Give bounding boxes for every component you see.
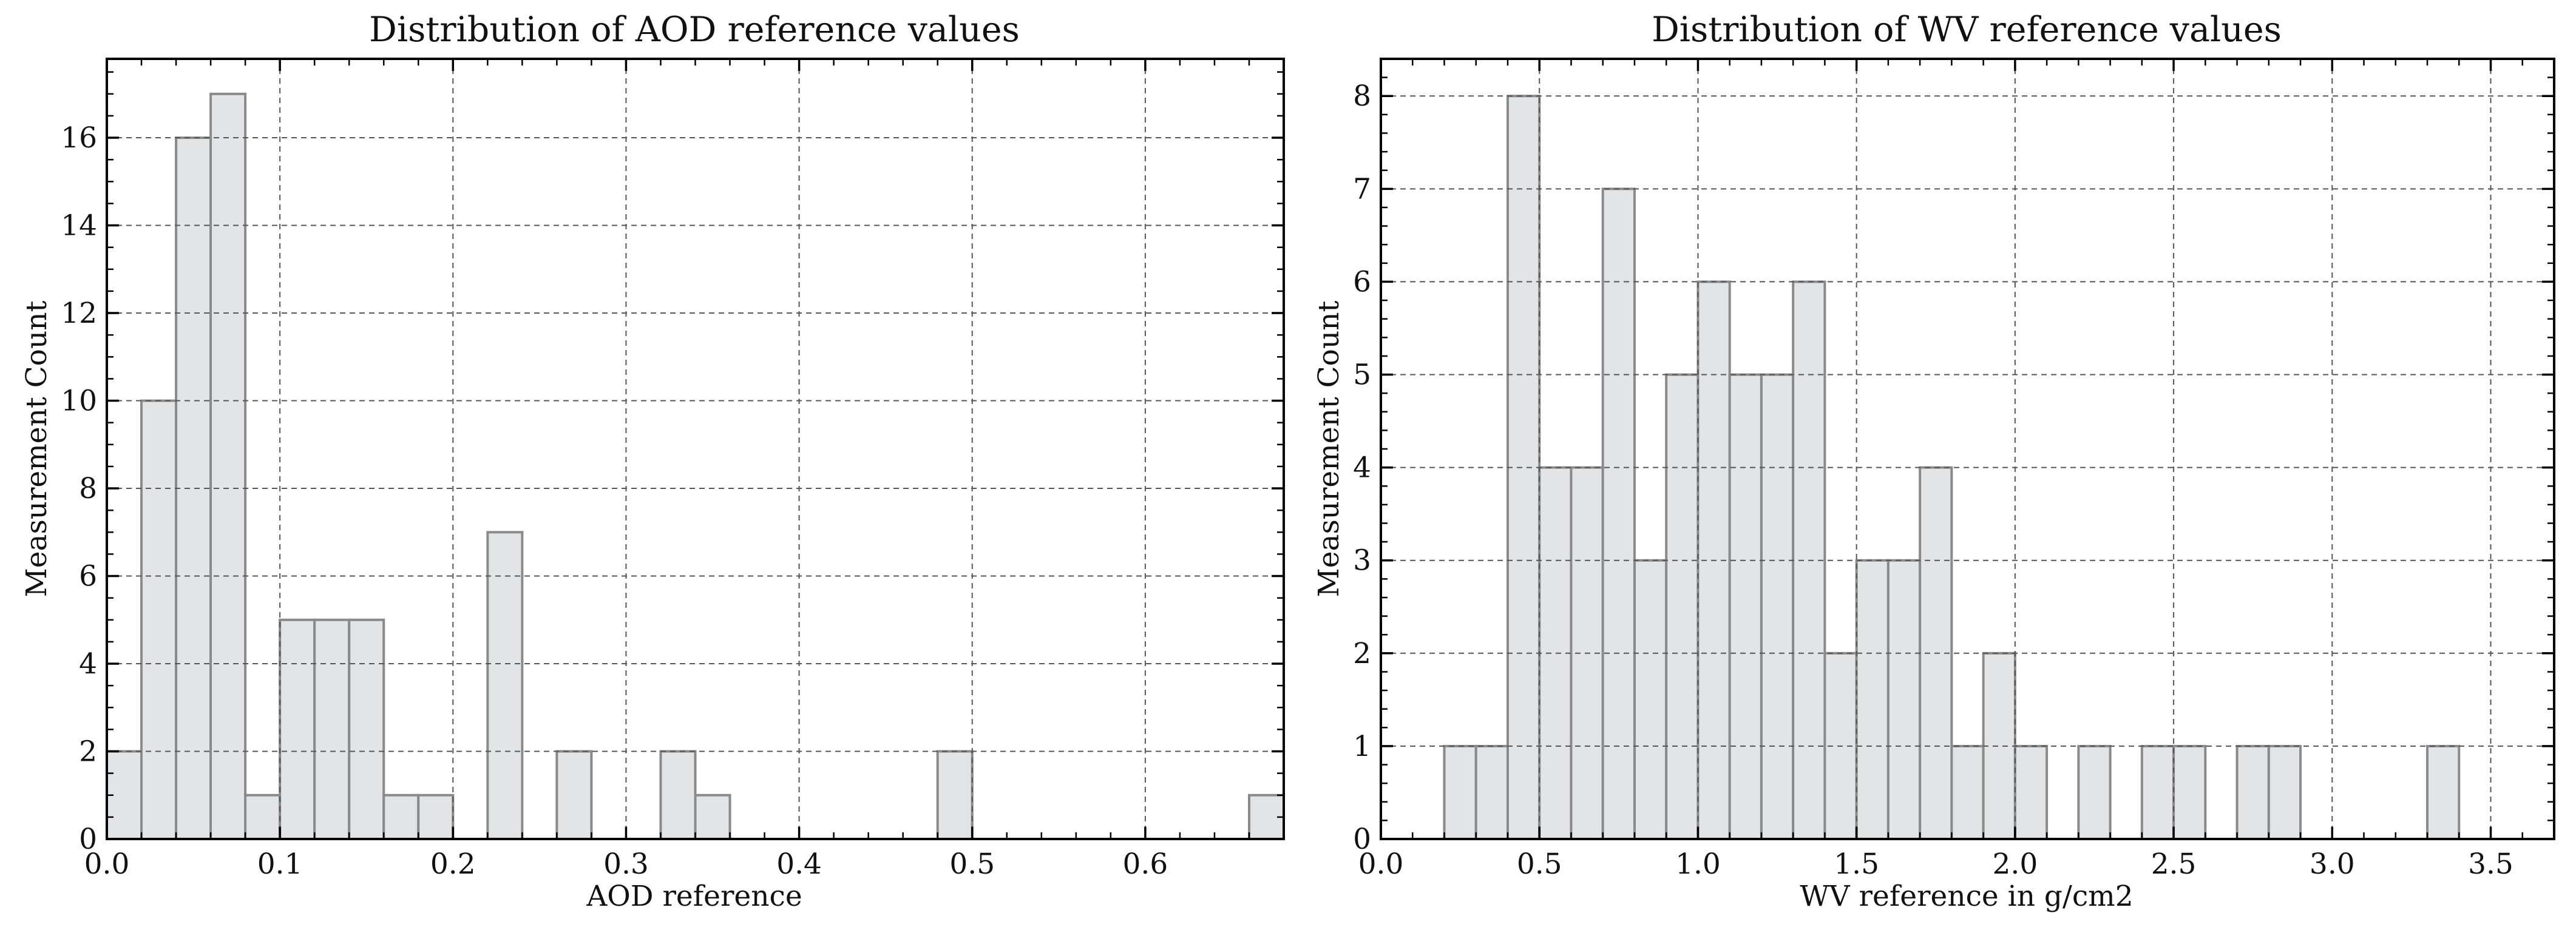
histogram-bar	[2267, 744, 2302, 841]
histogram-bar	[348, 618, 385, 840]
histogram-bar	[2077, 744, 2112, 841]
y-tick-label: 0	[1353, 823, 1371, 856]
histogram-bar	[1760, 373, 1795, 840]
y-tick-label: 12	[61, 297, 97, 330]
y-tick-label: 2	[1353, 637, 1371, 670]
x-tick-label: 0.0	[1358, 847, 1404, 881]
x-tick-label: 2.0	[1992, 847, 2038, 881]
ticks: 0.0 0.1 0.2 0.3 0.4 0.5 0.6 0 2 4 6 8 10 12 14 16	[61, 59, 1285, 881]
histogram-bar	[313, 618, 351, 840]
y-tick-label: 14	[61, 209, 97, 243]
bars	[106, 92, 1286, 841]
x-tick-label: 0.3	[603, 847, 649, 881]
histogram-bar	[140, 399, 178, 840]
histogram-bar	[936, 750, 974, 840]
y-tick-label: 3	[1353, 544, 1371, 578]
x-tick-label: 0.2	[430, 847, 476, 881]
histogram-bar	[1982, 652, 2016, 841]
histogram-bar	[279, 618, 316, 840]
histogram-bar	[2235, 744, 2270, 841]
histogram-bar	[1728, 373, 1763, 840]
x-tick-label: 0.6	[1123, 847, 1168, 881]
x-axis-label: AOD reference	[586, 880, 802, 913]
y-tick-label: 1	[1353, 730, 1371, 763]
histogram-bar	[417, 794, 455, 840]
y-tick-label: 6	[1353, 265, 1371, 298]
y-tick-label: 6	[79, 560, 97, 593]
y-tick-label: 4	[79, 647, 97, 681]
histogram-bar	[2426, 744, 2461, 841]
histogram-bar	[1474, 744, 1509, 841]
histogram-bar	[1665, 373, 1700, 840]
histogram-bar	[2140, 744, 2175, 841]
histogram-bar	[2172, 744, 2207, 841]
histogram-bar	[2013, 744, 2049, 841]
aod-histogram-panel: Distribution of AOD reference values AOD…	[20, 10, 1286, 913]
y-tick-label: 8	[1353, 79, 1371, 113]
y-tick-label: 8	[79, 472, 97, 505]
y-tick-label: 10	[61, 385, 97, 418]
x-tick-label: 0.0	[84, 847, 130, 881]
ticks: 0.0 0.5 1.0 1.5 2.0 2.5 3.0 3.5 0 1 2 3 4 5 6 7 8	[1353, 58, 2555, 881]
histogram-bar	[382, 794, 420, 840]
wv-histogram-panel: Distribution of WV reference values WV r…	[1312, 10, 2555, 913]
y-axis-label: Measurement Count	[20, 300, 53, 597]
x-axis-label: WV reference in g/cm2	[1800, 880, 2133, 913]
histogram-bar	[659, 750, 697, 840]
x-tick-label: 3.5	[2468, 847, 2513, 881]
histogram-bar	[555, 750, 593, 840]
histogram-bar	[486, 531, 524, 840]
x-tick-label: 3.0	[2310, 847, 2355, 881]
histogram-bar	[1601, 187, 1636, 840]
x-tick-label: 1.5	[1834, 847, 1879, 881]
histogram-bar	[1950, 744, 1985, 841]
histogram-bar	[1443, 744, 1477, 841]
x-tick-label: 2.5	[2151, 847, 2197, 881]
y-axis-label: Measurement Count	[1312, 300, 1346, 597]
y-tick-label: 16	[61, 121, 97, 155]
y-tick-label: 5	[1353, 359, 1371, 392]
x-tick-label: 0.5	[949, 847, 995, 881]
histogram-bar	[209, 92, 247, 841]
x-tick-label: 0.4	[776, 847, 822, 881]
x-tick-label: 0.5	[1517, 847, 1562, 881]
x-tick-label: 1.0	[1675, 847, 1721, 881]
x-tick-label: 0.1	[257, 847, 303, 881]
histogram-bar	[1633, 559, 1668, 840]
chart-title: Distribution of WV reference values	[1652, 10, 2282, 50]
histogram-bar	[1855, 559, 1890, 840]
y-tick-label: 2	[79, 735, 97, 769]
y-tick-label: 7	[1353, 172, 1371, 206]
y-tick-label: 4	[1353, 451, 1371, 485]
chart-title: Distribution of AOD reference values	[369, 10, 1020, 50]
histogram-bar	[244, 794, 282, 840]
histogram-bar	[694, 794, 731, 840]
histogram-bar	[1886, 559, 1922, 840]
y-tick-label: 0	[79, 823, 97, 856]
